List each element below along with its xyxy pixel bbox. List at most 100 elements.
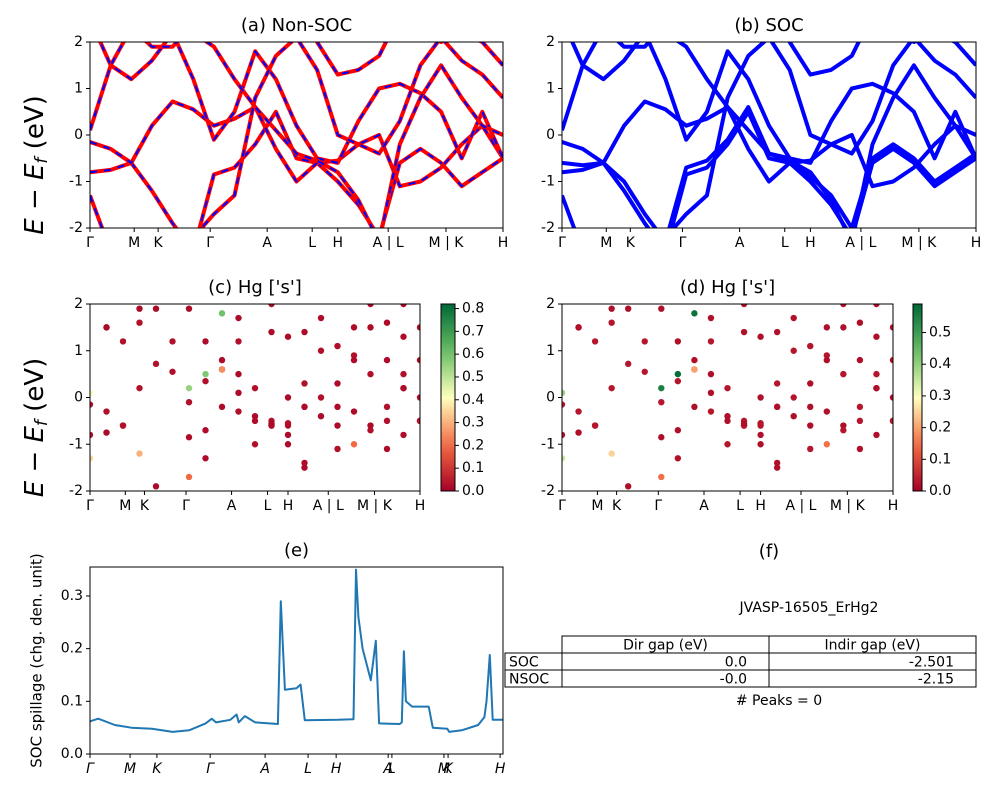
- projection-point: [856, 417, 864, 425]
- projection-point: [301, 403, 308, 411]
- projection-point: [218, 403, 226, 411]
- projection-point: [251, 441, 259, 448]
- band-line-dashed: [90, 42, 503, 228]
- projection-point: [840, 324, 847, 331]
- band-line: [562, 99, 976, 189]
- projection-point: [252, 263, 258, 269]
- x-tick-label: A: [262, 235, 272, 251]
- projection-point: [218, 356, 226, 364]
- projection-point: [807, 403, 814, 411]
- projection-point: [724, 384, 731, 392]
- cbar-tick-label: 0.1: [462, 460, 484, 476]
- projection-point: [807, 380, 814, 387]
- x-tick-label: L: [308, 235, 316, 251]
- projection-point: [90, 389, 94, 397]
- projection-point: [823, 441, 830, 448]
- projection-point: [575, 429, 582, 436]
- projection-point: [383, 417, 391, 425]
- y-tick-label: 0: [546, 127, 555, 143]
- x-tick-label: H: [283, 498, 294, 514]
- y-tick-label: -2: [541, 483, 555, 499]
- projection-point: [119, 422, 127, 429]
- projection-point: [856, 445, 864, 453]
- projection-point: [301, 328, 308, 336]
- column-header: Dir gap (eV): [623, 638, 708, 654]
- table-note: # Peaks = 0: [736, 693, 822, 709]
- projection-point: [350, 441, 358, 448]
- projection-point: [823, 356, 830, 364]
- projection-point: [724, 263, 730, 269]
- projection-point: [691, 366, 698, 373]
- y-tick-label: 0.0: [61, 746, 83, 762]
- y-tick-label: -1: [69, 174, 83, 190]
- y-tick-label: -2: [541, 220, 555, 236]
- x-tick-label: M: [128, 235, 140, 251]
- projection-point: [642, 497, 648, 503]
- projection-point: [268, 328, 275, 336]
- projection-point: [103, 429, 110, 436]
- projection-point: [334, 422, 341, 429]
- y-axis-label: E − Ef (eV): [20, 358, 53, 498]
- x-tick-label: A | L: [845, 235, 876, 251]
- plot-area: [562, 42, 976, 228]
- x-tick-label: Γ: [86, 761, 95, 777]
- x-tick-label: A | L: [373, 235, 404, 251]
- projection-point: [416, 324, 420, 331]
- x-tick-label: L: [388, 761, 396, 777]
- projection-point: [186, 273, 192, 279]
- projection-point: [608, 305, 615, 312]
- projection-point: [625, 305, 632, 312]
- axes-frame: [89, 566, 504, 755]
- projection-point: [740, 420, 748, 427]
- projection-point: [202, 427, 209, 434]
- projection-point: [856, 319, 864, 326]
- projection-point: [562, 431, 566, 439]
- x-tick-label: K: [626, 235, 636, 251]
- projection-point: [773, 403, 781, 411]
- projection-point: [169, 291, 175, 297]
- projection-point: [268, 304, 275, 308]
- x-tick-label: A: [382, 761, 393, 777]
- y-label-main: E − E: [20, 426, 50, 498]
- projection-point: [103, 408, 110, 415]
- projection-point: [383, 356, 391, 364]
- projection-point: [169, 497, 175, 503]
- x-tick-label: Γ: [654, 498, 662, 514]
- x-tick-label: H: [331, 761, 342, 777]
- axes-frame: [89, 303, 421, 492]
- projection-point: [120, 287, 126, 293]
- projection-point: [757, 441, 764, 448]
- projection-point: [136, 273, 142, 279]
- projection-point: [383, 319, 391, 326]
- projection-point: [642, 291, 648, 297]
- projection-point: [889, 394, 893, 401]
- projection-point: [350, 352, 358, 359]
- projection-point: [674, 427, 682, 434]
- projection-point: [284, 431, 292, 439]
- projection-point: [251, 384, 259, 392]
- projection-point: [608, 319, 615, 326]
- projection-point: [384, 291, 390, 297]
- projection-point: [90, 455, 94, 462]
- projection-point: [658, 434, 665, 441]
- projection-point: [136, 384, 143, 392]
- cbar-tick-label: 0.5: [462, 369, 484, 385]
- axes-frame: [89, 41, 504, 229]
- projection-point: [740, 328, 748, 336]
- x-tick-label: L: [264, 498, 272, 514]
- band-line: [90, 568, 503, 733]
- projection-point: [301, 380, 308, 387]
- projection-point: [235, 370, 242, 378]
- projection-point: [608, 516, 614, 522]
- projection-point: [674, 377, 682, 385]
- table-cell: [768, 669, 977, 688]
- y-label-unit: (eV): [20, 95, 50, 157]
- x-tick-label: M: [124, 761, 136, 777]
- projection-point: [773, 328, 781, 336]
- projection-point: [218, 366, 226, 373]
- projection-point: [562, 455, 566, 462]
- projection-point: [350, 356, 358, 364]
- projection-point: [691, 356, 698, 364]
- y-axis-label: SOC spillage (chg. den. unit): [28, 553, 46, 768]
- y-tick-label: 1: [546, 81, 555, 97]
